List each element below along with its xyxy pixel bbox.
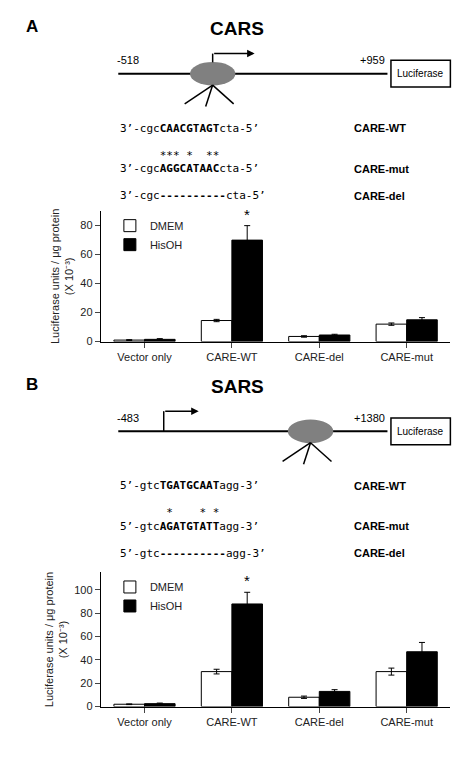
svg-text:CARE-mut: CARE-mut — [354, 163, 409, 175]
svg-text:Luciferase: Luciferase — [397, 426, 444, 437]
svg-text:5’-gtcTGATGCAATagg-3’: 5’-gtcTGATGCAATagg-3’ — [120, 479, 259, 492]
svg-text:CARE-mut: CARE-mut — [354, 520, 409, 532]
svg-text:20: 20 — [80, 677, 92, 689]
svg-text:CARE-WT: CARE-WT — [206, 351, 258, 363]
svg-text:CARE-del: CARE-del — [354, 190, 405, 202]
svg-text:+959: +959 — [360, 54, 385, 66]
svg-text:A: A — [26, 17, 38, 36]
svg-text:3’-cgc----------cta-5’: 3’-cgc----------cta-5’ — [120, 189, 266, 202]
svg-text:40: 40 — [80, 277, 92, 289]
svg-text:+1380: +1380 — [354, 412, 385, 424]
svg-text:Luciferase units / μg protein(: Luciferase units / μg protein(X 10⁻³) — [43, 572, 69, 707]
svg-text:Vector only: Vector only — [117, 716, 172, 728]
svg-text:60: 60 — [80, 248, 92, 260]
svg-text:*** * **: *** * ** — [120, 149, 219, 162]
svg-text:3’-cgcCAACGTAGTcta-5’: 3’-cgcCAACGTAGTcta-5’ — [120, 122, 259, 135]
svg-text:HisOH: HisOH — [150, 239, 182, 251]
svg-text:Vector only: Vector only — [117, 351, 172, 363]
svg-text:B: B — [26, 375, 38, 394]
svg-text:-483: -483 — [117, 412, 139, 424]
svg-text:CARE-mut: CARE-mut — [380, 716, 433, 728]
svg-text:CARE-WT: CARE-WT — [354, 480, 406, 492]
svg-text:CARE-del: CARE-del — [354, 547, 405, 559]
svg-text:0: 0 — [86, 700, 92, 712]
svg-text:-518: -518 — [117, 54, 139, 66]
svg-text:80: 80 — [80, 607, 92, 619]
svg-text:100: 100 — [74, 584, 92, 596]
svg-text:CARE-WT: CARE-WT — [206, 716, 258, 728]
svg-text:SARS: SARS — [211, 376, 264, 397]
svg-text:5’-gtcAGATGTATTagg-3’: 5’-gtcAGATGTATTagg-3’ — [120, 520, 259, 533]
svg-text:40: 40 — [80, 654, 92, 666]
svg-text:* * *: * * * — [120, 506, 219, 519]
svg-text:CARE-WT: CARE-WT — [354, 122, 406, 134]
svg-text:3’-cgcAGGCATAACcta-5’: 3’-cgcAGGCATAACcta-5’ — [120, 162, 259, 175]
svg-text:*: * — [244, 206, 250, 223]
svg-text:CARE-del: CARE-del — [295, 716, 344, 728]
svg-text:*: * — [244, 572, 250, 589]
svg-text:60: 60 — [80, 630, 92, 642]
svg-text:20: 20 — [80, 306, 92, 318]
svg-text:5’-gtc----------agg-3’: 5’-gtc----------agg-3’ — [120, 547, 266, 560]
svg-text:CARS: CARS — [210, 18, 264, 39]
svg-text:Luciferase units / μg protein(: Luciferase units / μg protein(X 10⁻³) — [49, 209, 75, 344]
svg-text:DMEM: DMEM — [150, 220, 184, 232]
svg-text:CARE-mut: CARE-mut — [380, 351, 433, 363]
svg-text:DMEM: DMEM — [150, 581, 184, 593]
svg-text:CARE-del: CARE-del — [295, 351, 344, 363]
svg-text:80: 80 — [80, 219, 92, 231]
svg-text:HisOH: HisOH — [150, 600, 182, 612]
svg-text:0: 0 — [86, 335, 92, 347]
svg-text:Luciferase: Luciferase — [397, 68, 444, 79]
